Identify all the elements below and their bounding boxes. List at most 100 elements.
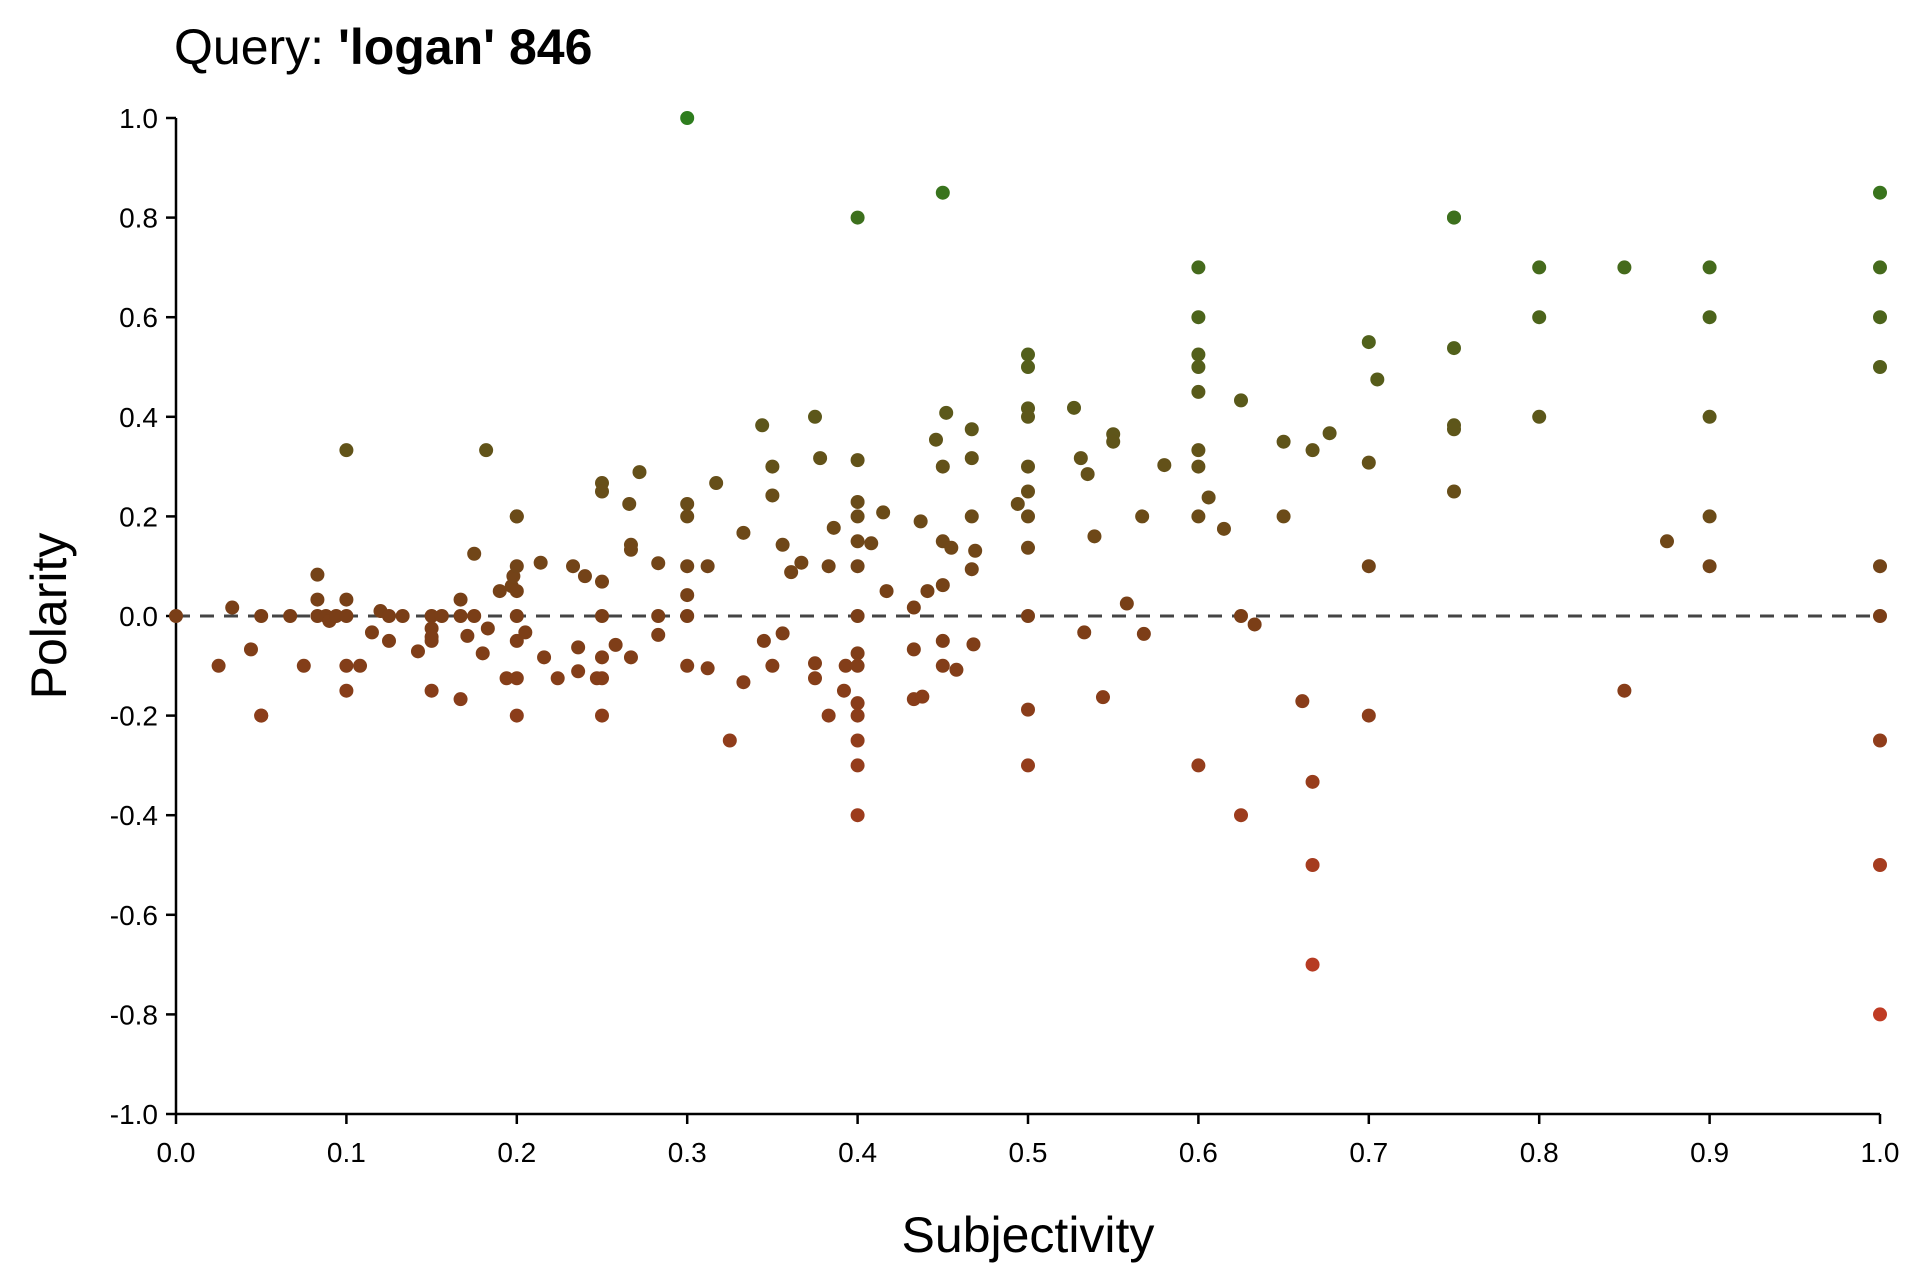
data-point bbox=[1873, 559, 1887, 574]
data-point bbox=[935, 633, 950, 648]
data-point bbox=[1873, 360, 1887, 374]
data-point bbox=[509, 633, 524, 648]
data-point bbox=[1873, 185, 1887, 200]
data-point bbox=[850, 534, 865, 549]
data-point bbox=[680, 509, 695, 524]
data-point bbox=[765, 658, 780, 673]
data-point bbox=[364, 625, 379, 640]
x-tick-label: 0.1 bbox=[327, 1137, 366, 1168]
data-point bbox=[509, 584, 524, 599]
data-point bbox=[1021, 702, 1035, 717]
data-point bbox=[1106, 434, 1121, 449]
data-point bbox=[700, 661, 715, 676]
data-point bbox=[211, 658, 226, 673]
data-point bbox=[1305, 774, 1320, 789]
data-point bbox=[310, 592, 325, 607]
data-point bbox=[1532, 260, 1547, 275]
data-point bbox=[651, 556, 666, 571]
data-point bbox=[509, 509, 524, 524]
x-tick-label: 0.9 bbox=[1690, 1137, 1729, 1168]
data-point bbox=[794, 555, 809, 570]
data-point bbox=[1702, 509, 1717, 524]
data-point bbox=[608, 637, 623, 652]
data-point bbox=[850, 509, 865, 524]
data-point bbox=[1191, 443, 1206, 458]
data-point bbox=[864, 536, 879, 551]
data-point bbox=[850, 658, 865, 673]
data-point bbox=[964, 451, 979, 466]
data-point bbox=[480, 621, 495, 636]
y-tick-label: 1.0 bbox=[119, 103, 158, 134]
x-tick-label: 0.7 bbox=[1349, 1137, 1388, 1168]
data-point bbox=[296, 658, 311, 673]
data-point bbox=[935, 578, 950, 593]
data-point bbox=[395, 609, 410, 623]
data-point bbox=[577, 569, 592, 584]
data-point bbox=[353, 658, 368, 673]
data-point bbox=[1702, 260, 1717, 275]
data-point bbox=[879, 584, 894, 599]
data-point bbox=[509, 708, 524, 723]
x-tick-label: 0.2 bbox=[497, 1137, 536, 1168]
data-point bbox=[1873, 858, 1887, 872]
data-point bbox=[1021, 758, 1035, 773]
data-point bbox=[632, 465, 647, 480]
data-point bbox=[1305, 957, 1320, 972]
data-point bbox=[1873, 1007, 1887, 1022]
data-point bbox=[1702, 559, 1717, 574]
data-point bbox=[382, 609, 396, 623]
data-point bbox=[850, 808, 865, 823]
data-point bbox=[225, 600, 240, 615]
y-tick-label: 0.0 bbox=[119, 601, 158, 632]
data-point bbox=[499, 671, 514, 686]
data-point bbox=[453, 592, 468, 607]
y-tick-label: -0.4 bbox=[110, 800, 158, 831]
data-point bbox=[906, 642, 921, 657]
x-tick-label: 1.0 bbox=[1861, 1137, 1900, 1168]
data-point bbox=[623, 542, 638, 557]
data-point bbox=[1532, 409, 1547, 424]
data-point bbox=[509, 559, 524, 574]
data-point bbox=[1617, 683, 1632, 698]
data-point bbox=[836, 683, 851, 698]
data-point bbox=[680, 496, 695, 511]
data-point bbox=[1021, 509, 1035, 524]
data-point bbox=[680, 559, 695, 574]
data-point bbox=[821, 708, 836, 723]
data-point bbox=[339, 592, 354, 607]
data-point bbox=[1080, 467, 1095, 482]
data-point bbox=[595, 609, 609, 623]
data-point bbox=[808, 409, 822, 424]
data-point bbox=[680, 658, 695, 673]
data-point bbox=[939, 405, 954, 420]
y-tick-label: -0.6 bbox=[110, 900, 158, 931]
data-point bbox=[850, 210, 865, 225]
data-point bbox=[850, 559, 865, 574]
data-point bbox=[329, 609, 344, 623]
data-point bbox=[808, 671, 822, 686]
data-point bbox=[765, 459, 780, 474]
data-point bbox=[838, 658, 853, 673]
data-point bbox=[1119, 596, 1134, 611]
y-axis-title: Polarity bbox=[21, 533, 77, 700]
data-point bbox=[935, 658, 950, 673]
data-point bbox=[1447, 422, 1461, 437]
chart-title-query: 'logan' 846 bbox=[338, 19, 592, 75]
y-tick-label: 0.2 bbox=[119, 501, 158, 532]
chart-title: Query: 'logan' 846 bbox=[174, 19, 592, 75]
data-point bbox=[424, 609, 439, 623]
y-tick-label: 0.8 bbox=[119, 203, 158, 234]
data-point bbox=[243, 642, 258, 657]
data-point bbox=[680, 111, 695, 125]
data-point bbox=[382, 633, 396, 648]
data-point bbox=[964, 509, 979, 524]
data-point bbox=[595, 574, 609, 589]
data-point bbox=[1447, 210, 1461, 225]
data-point bbox=[850, 609, 865, 623]
data-points bbox=[169, 111, 1887, 1022]
x-axis-title: Subjectivity bbox=[902, 1207, 1155, 1263]
data-point bbox=[935, 459, 950, 474]
data-point bbox=[424, 633, 439, 648]
data-point bbox=[479, 443, 494, 458]
